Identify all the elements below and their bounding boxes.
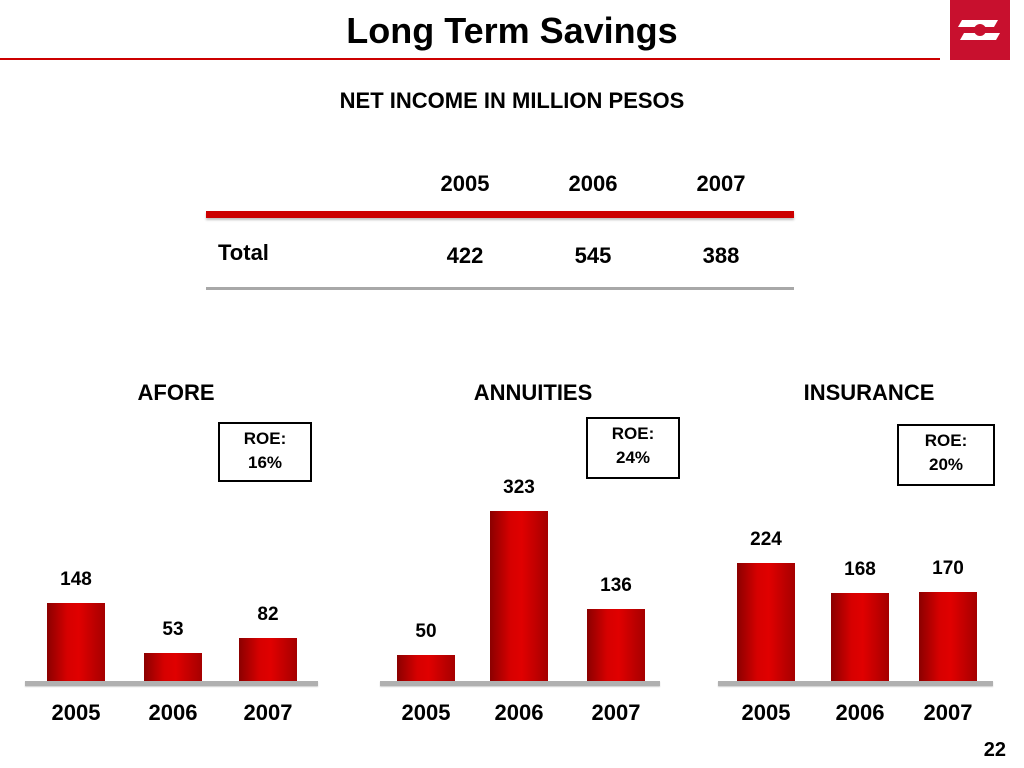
- bar-insurance-2007: [919, 592, 977, 681]
- chart-title-insurance: INSURANCE: [803, 380, 935, 405]
- page-number: 22: [983, 739, 1006, 761]
- chart-baseline-insurance: [718, 681, 993, 686]
- title-divider: [0, 58, 940, 60]
- x-tick-label: 2005: [741, 700, 791, 725]
- bar-value-label: 148: [60, 569, 92, 590]
- chart-title-afore: AFORE: [137, 380, 215, 405]
- table-year-header: 2006: [568, 171, 618, 196]
- table-year-header: 2007: [696, 171, 746, 196]
- table-cell: 388: [702, 243, 740, 268]
- table-cell: 545: [574, 243, 612, 268]
- page-title: Long Term Savings: [346, 10, 678, 51]
- x-tick-label: 2005: [51, 700, 101, 725]
- bar-value-label: 224: [750, 529, 782, 550]
- roe-box-insurance: ROE: 20%: [897, 424, 995, 486]
- bar-afore-2006: [144, 653, 202, 681]
- x-tick-label: 2007: [923, 700, 973, 725]
- bar-value-label: 170: [932, 558, 964, 579]
- roe-label: ROE:: [611, 424, 655, 443]
- bar-value-label: 50: [415, 621, 437, 642]
- bar-value-label: 53: [162, 619, 184, 640]
- roe-box-afore: ROE: 16%: [218, 422, 312, 482]
- table-cell: 422: [446, 243, 484, 268]
- bar-annuities-2005: [397, 655, 455, 681]
- bar-annuities-2006: [490, 511, 548, 681]
- roe-value: 20%: [928, 455, 964, 474]
- chart-title-annuities: ANNUITIES: [473, 380, 593, 405]
- bar-insurance-2006: [831, 593, 889, 681]
- bank-logo-icon: [950, 0, 1010, 60]
- roe-box-annuities: ROE: 24%: [586, 417, 680, 479]
- bar-annuities-2007: [587, 609, 645, 681]
- chart-baseline-afore: [25, 681, 318, 686]
- roe-value: 16%: [247, 453, 283, 472]
- roe-label: ROE:: [243, 429, 287, 448]
- table-header-rule: [206, 211, 794, 218]
- x-tick-label: 2006: [148, 700, 198, 725]
- table-subtitle: NET INCOME IN MILLION PESOS: [339, 88, 685, 113]
- roe-label: ROE:: [924, 431, 968, 450]
- table-row-label: Total: [218, 240, 269, 265]
- bar-value-label: 323: [503, 477, 535, 498]
- bar-insurance-2005: [737, 563, 795, 681]
- bar-afore-2005: [47, 603, 105, 681]
- bar-value-label: 168: [844, 559, 876, 580]
- x-tick-label: 2007: [591, 700, 641, 725]
- roe-value: 24%: [615, 448, 651, 467]
- x-tick-label: 2007: [243, 700, 293, 725]
- bar-value-label: 82: [257, 604, 279, 625]
- x-tick-label: 2006: [835, 700, 885, 725]
- bar-value-label: 136: [600, 575, 632, 596]
- x-tick-label: 2005: [401, 700, 451, 725]
- x-tick-label: 2006: [494, 700, 544, 725]
- bar-afore-2007: [239, 638, 297, 681]
- chart-baseline-annuities: [380, 681, 660, 686]
- table-year-header: 2005: [440, 171, 490, 196]
- table-bottom-rule: [206, 287, 794, 290]
